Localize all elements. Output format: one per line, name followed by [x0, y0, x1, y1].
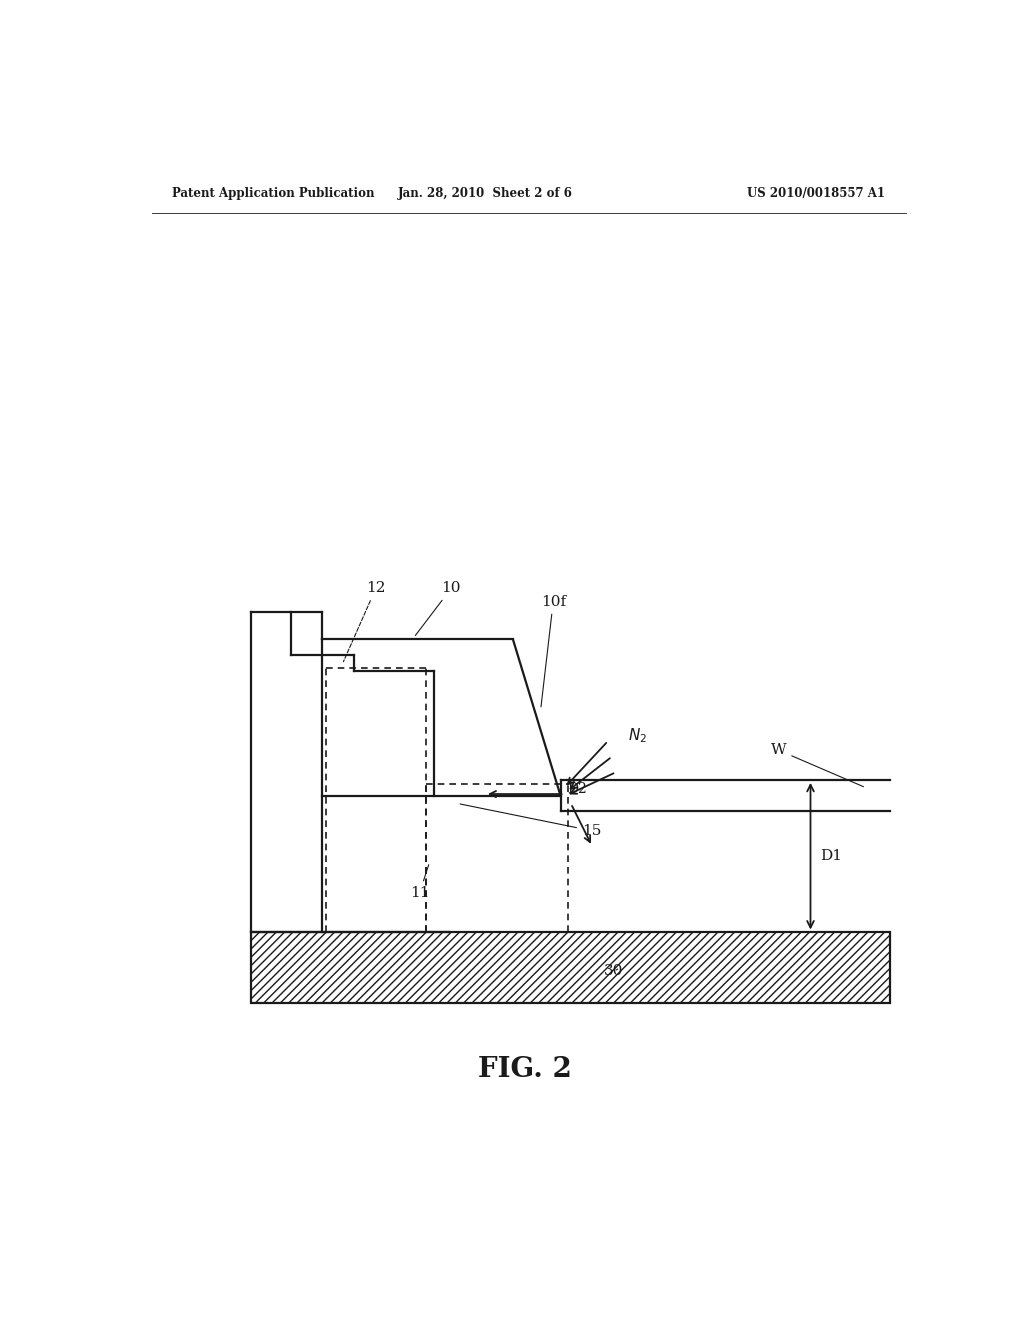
Text: FIG. 2: FIG. 2: [478, 1056, 571, 1082]
Text: Patent Application Publication: Patent Application Publication: [172, 187, 374, 201]
Text: $N_2$: $N_2$: [628, 726, 647, 744]
Text: 12: 12: [343, 581, 386, 661]
Text: 10f: 10f: [541, 594, 566, 706]
Bar: [251, 932, 890, 1003]
Text: 11: 11: [410, 865, 429, 900]
Text: D2: D2: [567, 783, 587, 796]
Bar: [251, 932, 890, 1003]
Text: 15: 15: [460, 804, 601, 838]
Text: D1: D1: [820, 849, 842, 863]
Text: 30: 30: [604, 965, 624, 978]
Text: W: W: [771, 743, 863, 787]
Text: 10: 10: [416, 581, 461, 635]
Text: Jan. 28, 2010  Sheet 2 of 6: Jan. 28, 2010 Sheet 2 of 6: [397, 187, 572, 201]
Text: US 2010/0018557 A1: US 2010/0018557 A1: [748, 187, 885, 201]
